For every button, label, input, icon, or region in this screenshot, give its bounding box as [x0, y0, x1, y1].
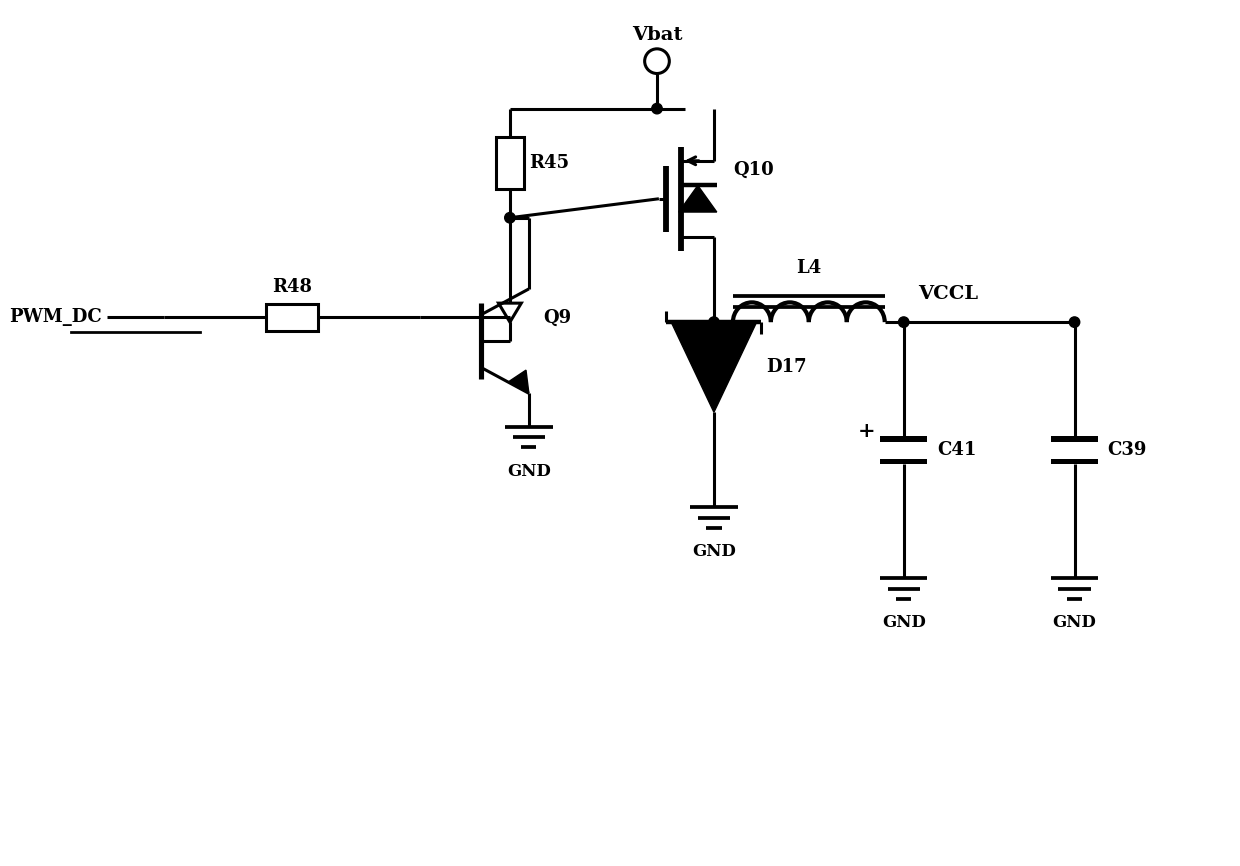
Text: GND: GND: [692, 543, 735, 560]
Circle shape: [1069, 317, 1080, 327]
Text: L4: L4: [796, 259, 821, 276]
Text: C39: C39: [1107, 441, 1147, 459]
Text: C41: C41: [937, 441, 976, 459]
Text: D17: D17: [766, 359, 807, 376]
Bar: [1050, 459, 1099, 464]
Text: GND: GND: [507, 462, 551, 480]
Circle shape: [652, 103, 662, 113]
Text: +: +: [858, 421, 875, 442]
Bar: [265, 304, 317, 331]
Polygon shape: [671, 322, 756, 412]
Bar: [496, 137, 525, 190]
Bar: [1050, 436, 1099, 442]
Text: Q9: Q9: [543, 308, 572, 326]
Bar: [880, 459, 928, 464]
Text: PWM_DC: PWM_DC: [9, 308, 102, 326]
Text: Q10: Q10: [733, 161, 774, 179]
Polygon shape: [508, 370, 529, 393]
Text: R45: R45: [529, 154, 569, 172]
Text: GND: GND: [882, 614, 925, 631]
Circle shape: [899, 317, 909, 327]
Circle shape: [505, 212, 515, 223]
Text: Vbat: Vbat: [631, 26, 682, 44]
Polygon shape: [678, 185, 717, 212]
Text: R48: R48: [272, 279, 311, 296]
Circle shape: [709, 317, 719, 327]
Bar: [880, 436, 928, 442]
Text: GND: GND: [1053, 614, 1096, 631]
Text: VCCL: VCCL: [918, 285, 978, 303]
